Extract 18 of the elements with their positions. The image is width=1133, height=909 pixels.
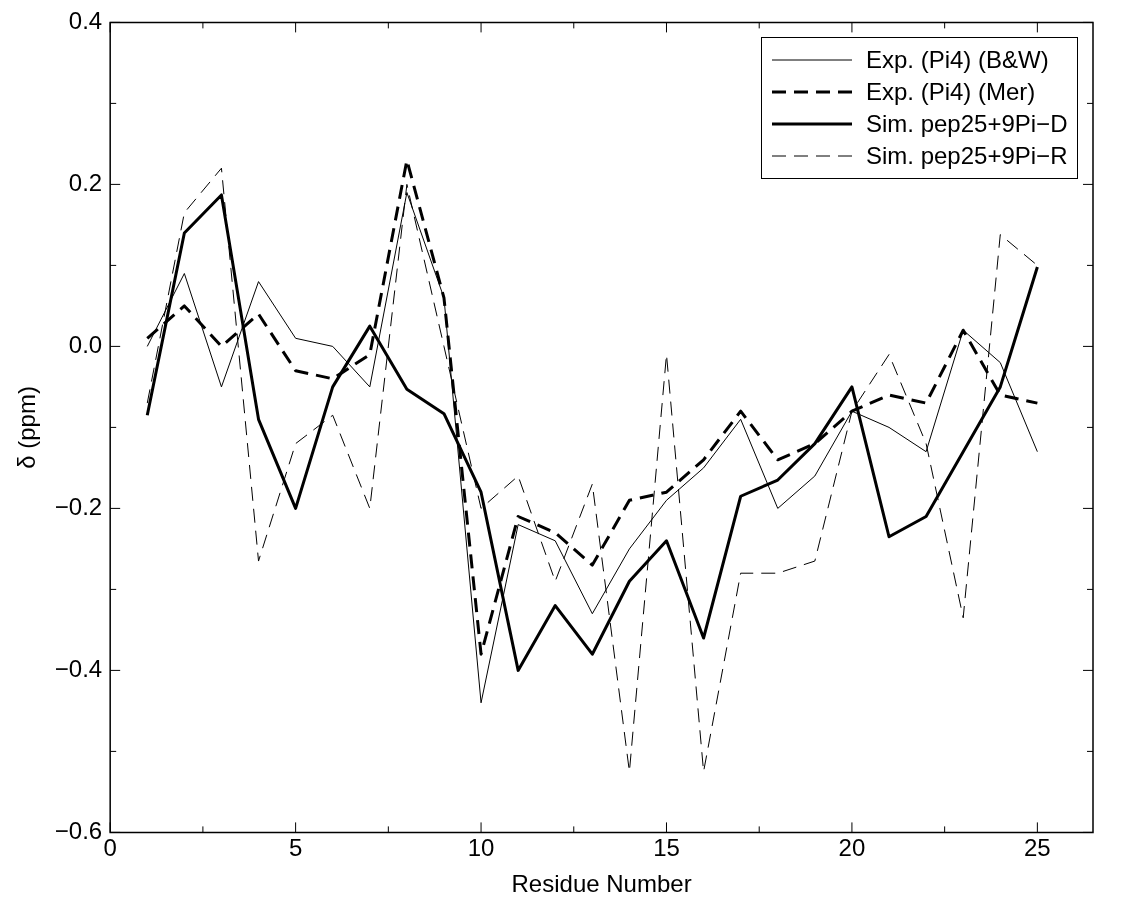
legend-label: Exp. (Pi4) (Mer) [866, 78, 1036, 107]
x-tick-label: 5 [288, 834, 303, 862]
y-tick-label: −0.6 [54, 817, 103, 845]
legend-label: Sim. pep25+9Pi−R [866, 142, 1068, 171]
x-axis-title: Residue Number [511, 870, 692, 898]
legend-label: Sim. pep25+9Pi−D [866, 110, 1068, 139]
x-tick-label: 15 [653, 834, 680, 862]
y-axis-title: δ (ppm) [13, 386, 41, 469]
legend-label: Exp. (Pi4) (B&W) [866, 46, 1049, 75]
x-tick-label: 0 [103, 834, 117, 862]
x-tick-label: 20 [838, 834, 866, 862]
y-tick-label: 0.4 [68, 7, 103, 35]
y-tick-label: 0.0 [68, 331, 103, 359]
x-tick-label: 10 [467, 834, 495, 862]
y-tick-label: −0.2 [54, 493, 103, 521]
y-tick-label: −0.4 [54, 655, 103, 683]
x-tick-label: 25 [1024, 834, 1051, 862]
y-tick-label: 0.2 [68, 169, 103, 197]
